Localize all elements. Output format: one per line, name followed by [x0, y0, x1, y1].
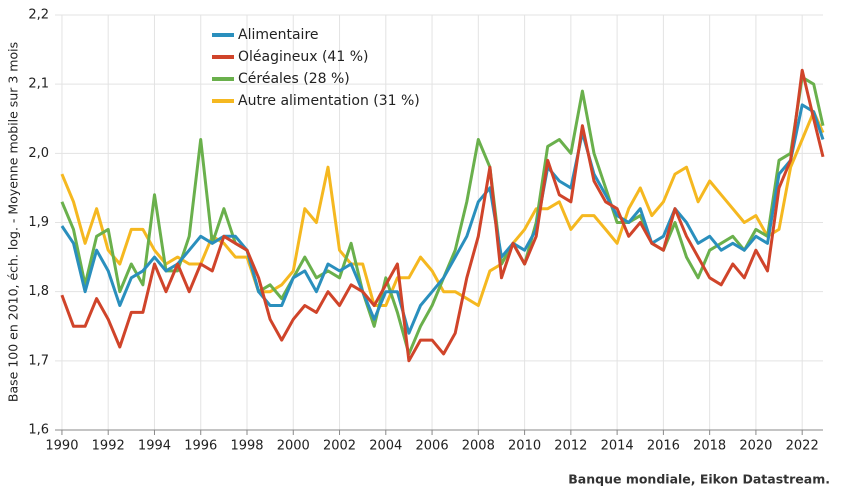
y-tick-label: 1,8 — [28, 284, 49, 299]
x-tick-label: 2012 — [554, 439, 587, 454]
x-tick-label: 2004 — [369, 439, 402, 454]
legend-label: Céréales (28 %) — [238, 71, 350, 87]
x-tick-label: 1996 — [184, 439, 217, 454]
y-tick-label: 1,7 — [28, 353, 49, 368]
y-tick-label: 2,1 — [28, 77, 49, 92]
x-tick-label: 2002 — [323, 439, 356, 454]
x-tick-label: 2016 — [647, 439, 680, 454]
x-tick-label: 1998 — [230, 439, 263, 454]
y-axis-label: Base 100 en 2010, éch. log. - Moyenne mo… — [6, 42, 21, 402]
x-tick-label: 1990 — [45, 439, 78, 454]
x-tick-label: 1994 — [138, 439, 171, 454]
legend-label: Autre alimentation (31 %) — [238, 93, 420, 109]
legend-label: Alimentaire — [238, 27, 319, 43]
series-line — [60, 110, 825, 307]
x-tick-label: 2020 — [739, 439, 772, 454]
y-tick-label: 2,0 — [28, 146, 49, 161]
x-tick-label: 2008 — [462, 439, 495, 454]
x-tick-label: 2014 — [601, 439, 634, 454]
y-tick-label: 1,6 — [28, 423, 49, 438]
x-tick-label: 2006 — [416, 439, 449, 454]
series-line — [60, 75, 825, 356]
series-line — [60, 68, 825, 363]
source: Banque mondiale, Eikon Datastream. — [568, 472, 830, 487]
series-line — [60, 103, 825, 335]
y-tick-label: 1,9 — [28, 215, 49, 230]
x-tick-label: 1992 — [92, 439, 125, 454]
y-tick-label: 2,2 — [28, 8, 49, 23]
x-tick-label: 2000 — [277, 439, 310, 454]
legend-label: Oléagineux (41 %) — [238, 49, 368, 65]
x-tick-label: 2010 — [508, 439, 541, 454]
x-tick-label: 2018 — [693, 439, 726, 454]
x-tick-label: 2022 — [786, 439, 819, 454]
